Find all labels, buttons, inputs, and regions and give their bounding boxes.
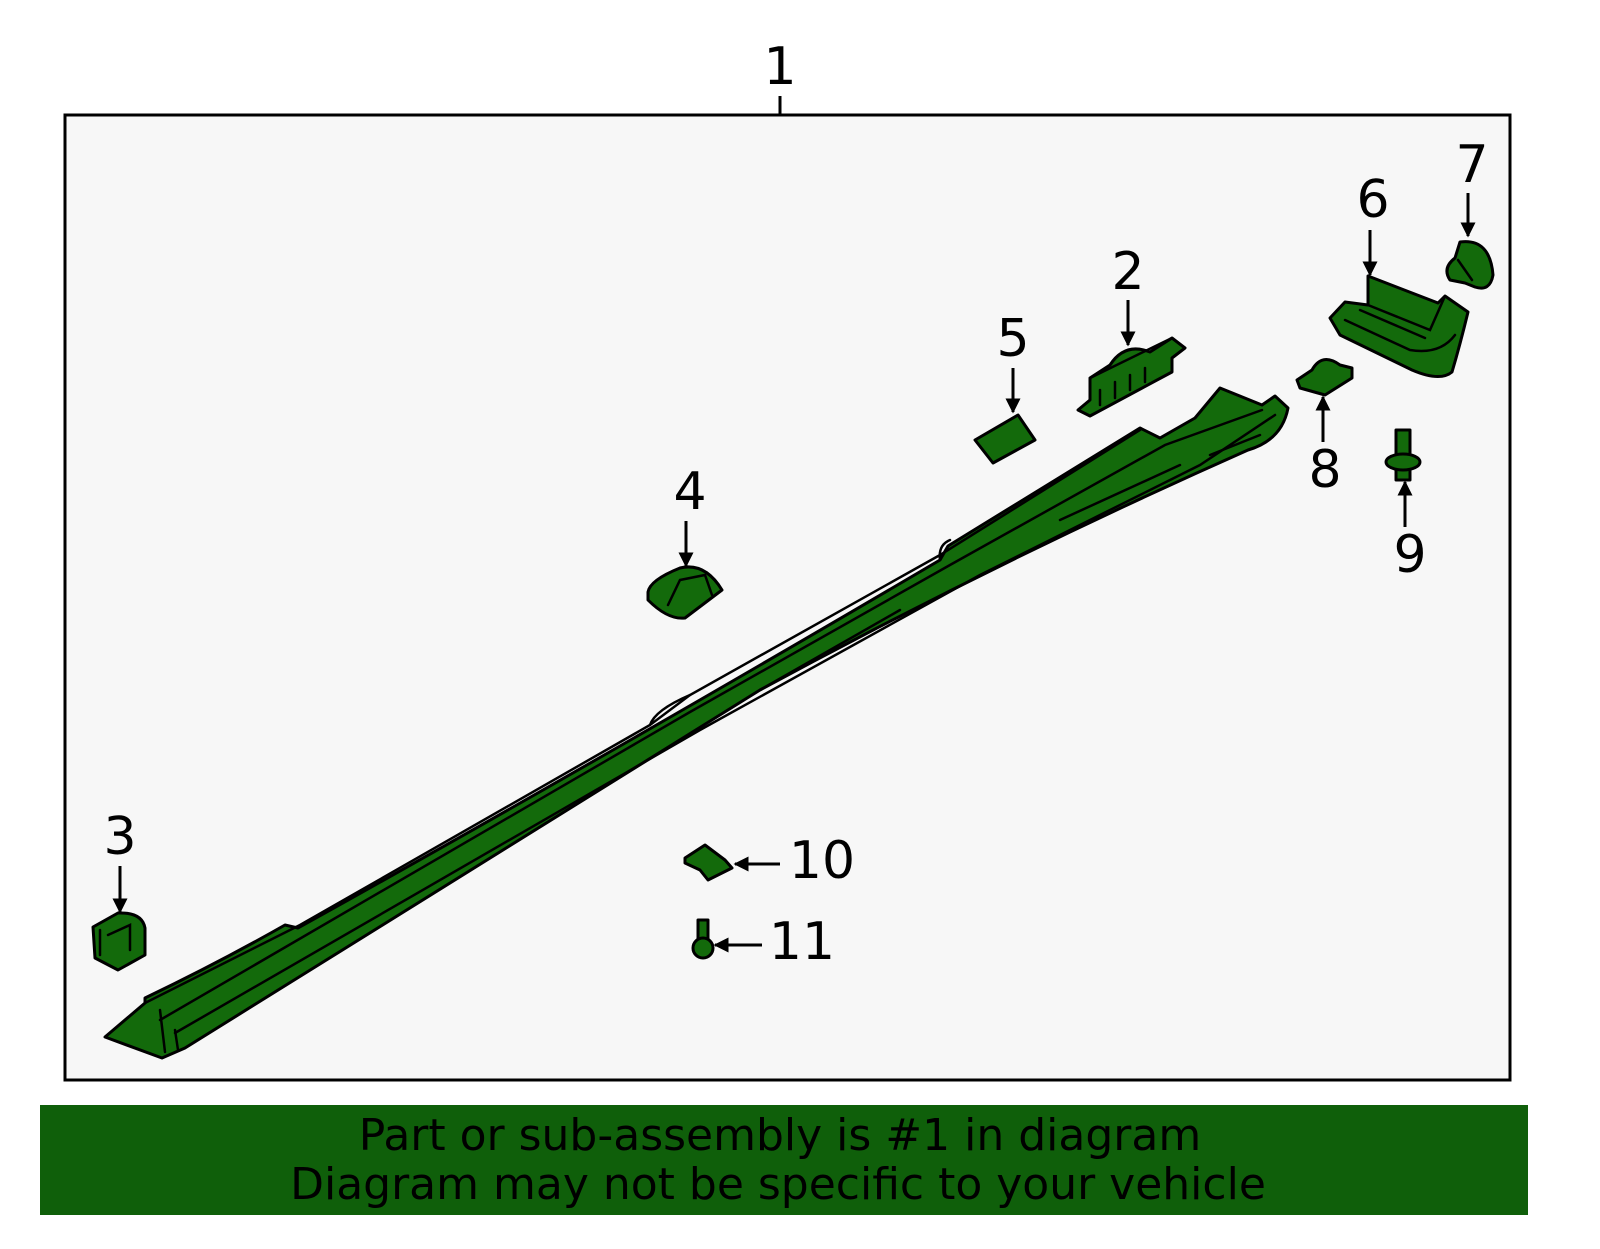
callout-label: 10 bbox=[789, 831, 855, 891]
diagram-frame bbox=[63, 113, 1512, 1082]
callout-label: 1 bbox=[763, 37, 796, 97]
part-10 bbox=[683, 843, 734, 882]
part-2 bbox=[1076, 336, 1187, 418]
part-7 bbox=[1445, 240, 1495, 290]
part-9 bbox=[1384, 428, 1422, 482]
callout-label: 4 bbox=[673, 462, 706, 522]
callout-label: 9 bbox=[1393, 525, 1426, 585]
part-6 bbox=[1328, 274, 1470, 378]
leader-lines bbox=[112, 96, 1476, 953]
footer-line: Diagram may not be specific to your vehi… bbox=[290, 1159, 1266, 1210]
footer-line: Part or sub-assembly is #1 in diagram bbox=[359, 1110, 1201, 1161]
callout-label: 11 bbox=[769, 912, 835, 972]
callout-label: 5 bbox=[996, 309, 1029, 369]
part-11 bbox=[691, 918, 715, 960]
callout-label: 8 bbox=[1308, 440, 1341, 500]
callout-label: 2 bbox=[1111, 242, 1144, 302]
rocker-panel bbox=[103, 386, 1290, 1060]
part-5 bbox=[973, 413, 1037, 465]
callout-label: 3 bbox=[103, 807, 136, 867]
part-8 bbox=[1295, 358, 1354, 397]
callout-label: 7 bbox=[1455, 135, 1488, 195]
footer-band bbox=[40, 1105, 1528, 1215]
part-3 bbox=[91, 911, 147, 972]
callout-label: 6 bbox=[1356, 170, 1389, 230]
part-4 bbox=[646, 565, 724, 620]
